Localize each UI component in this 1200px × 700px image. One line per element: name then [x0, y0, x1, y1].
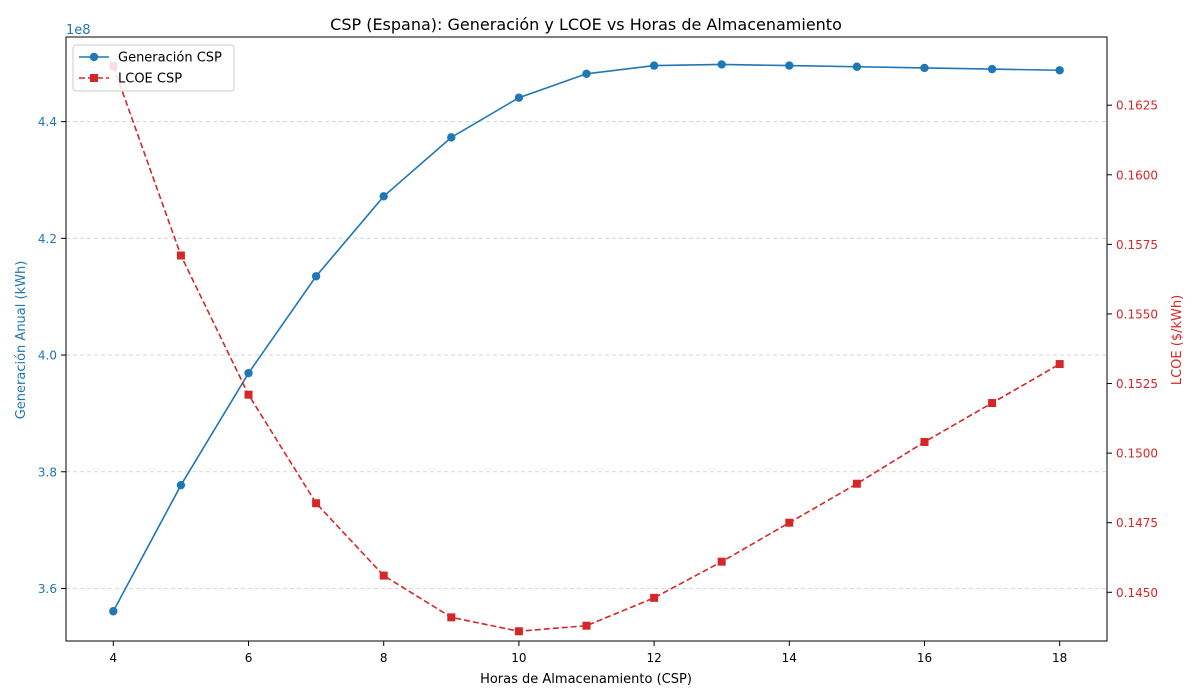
data-point: [1055, 360, 1064, 369]
series-line: [112, 65, 1061, 633]
x-tick-label: 10: [511, 651, 526, 665]
y-axis-right-label: LCOE ($/kWh): [1170, 295, 1185, 385]
data-point: [785, 518, 794, 527]
y-left-tick-label: 3.6: [38, 582, 57, 596]
y-right-tick-label: 0.1475: [1116, 516, 1158, 530]
y-right-tick-label: 0.1625: [1116, 99, 1158, 113]
y-right-tick-label: 0.1600: [1116, 168, 1158, 182]
data-point: [447, 133, 456, 142]
x-axis-label: Horas de Almacenamiento (CSP): [480, 672, 692, 687]
data-point: [650, 593, 659, 602]
data-point: [447, 613, 456, 622]
x-tick-label: 6: [245, 651, 253, 665]
y-right-tick-label: 0.1525: [1116, 377, 1158, 391]
x-axis: 4 6 8 10 12 14 16 18: [109, 641, 1067, 665]
data-point: [244, 368, 253, 378]
legend-item: Generación CSP: [79, 51, 222, 66]
data-point: [379, 571, 388, 580]
x-tick-label: 8: [380, 651, 388, 665]
data-point: [311, 272, 321, 281]
data-point: [1055, 66, 1064, 75]
data-point: [582, 69, 591, 78]
y-axis-right: 0.1450 0.1475 0.1500 0.1525 0.1550 0.1575 0.16…: [1107, 99, 1158, 600]
data-point: [717, 60, 726, 69]
y-axis-left-multiplier: 1e8: [66, 23, 91, 38]
gridlines: [66, 121, 1107, 589]
data-point: [920, 437, 929, 446]
series-1: [109, 60, 1064, 616]
legend-item: LCOE CSP: [79, 72, 182, 87]
legend-box: [72, 44, 235, 92]
plot-frame: [65, 36, 1108, 642]
data-point: [852, 479, 861, 488]
data-point: [785, 61, 794, 70]
data-point: [920, 63, 929, 73]
data-point: [312, 499, 321, 508]
x-tick-label: 18: [1052, 651, 1067, 665]
data-point: [514, 93, 524, 102]
legend-label: Generación CSP: [118, 51, 222, 66]
y-left-tick-label: 3.8: [38, 465, 57, 479]
y-left-tick-label: 4.0: [38, 349, 57, 363]
x-tick-label: 16: [917, 651, 932, 665]
data-point: [649, 61, 659, 70]
data-point: [852, 62, 862, 71]
data-point: [514, 627, 523, 636]
x-tick-label: 12: [646, 651, 661, 665]
data-point: [176, 480, 186, 490]
legend: Generación CSP LCOE CSP: [72, 44, 235, 92]
series-layer: [109, 60, 1064, 636]
data-point: [988, 399, 997, 408]
y-left-tick-label: 4.2: [38, 232, 57, 246]
data-point: [582, 621, 591, 630]
x-tick-label: 4: [109, 651, 117, 665]
legend-swatch-marker: [90, 74, 98, 82]
data-point: [379, 192, 388, 201]
y-right-tick-label: 0.1550: [1116, 307, 1158, 321]
y-left-tick-label: 4.4: [38, 115, 57, 129]
chart-title: CSP (Espana): Generación y LCOE vs Horas…: [330, 15, 842, 34]
data-point: [109, 607, 118, 616]
y-axis-left: 3.6 3.8 4.0 4.2 4.4: [38, 115, 66, 596]
y-axis-left-label: Generación Anual (kWh): [14, 261, 29, 420]
x-tick-label: 14: [782, 651, 797, 665]
data-point: [244, 390, 253, 399]
legend-label: LCOE CSP: [118, 72, 182, 87]
data-point: [987, 64, 997, 74]
legend-swatch-marker: [89, 52, 99, 62]
y-right-tick-label: 0.1450: [1116, 586, 1158, 600]
data-point: [176, 251, 185, 260]
y-right-tick-label: 0.1500: [1116, 447, 1158, 461]
data-point: [717, 557, 726, 566]
y-right-tick-label: 0.1575: [1116, 238, 1158, 252]
